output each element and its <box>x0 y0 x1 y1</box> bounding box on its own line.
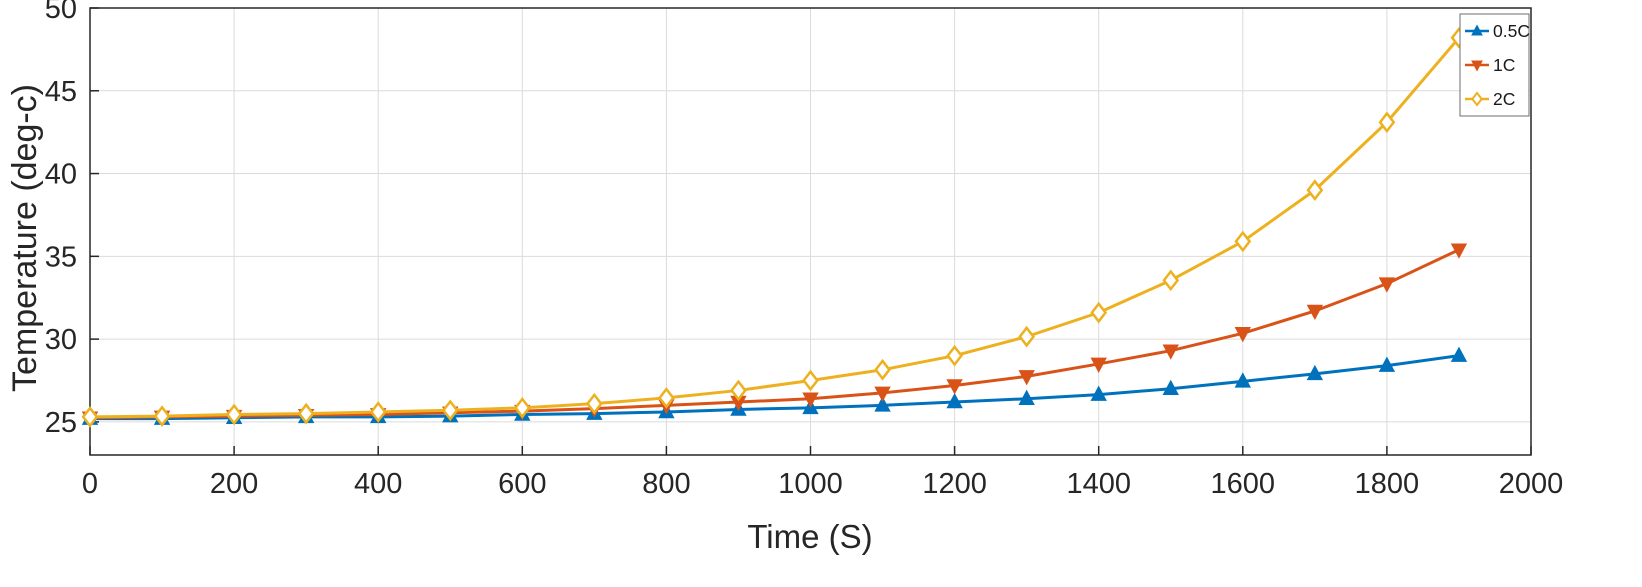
legend-label: 0.5C <box>1493 21 1530 41</box>
svg-text:30: 30 <box>45 324 77 356</box>
y-axis-label: Temperature (deg-c) <box>6 84 44 392</box>
legend-entry-2C: 2C <box>1465 89 1515 109</box>
legend: 0.5C 1C 2C <box>1459 13 1530 117</box>
svg-text:600: 600 <box>498 468 546 500</box>
marker-diamond <box>585 392 603 415</box>
y-tick-labels: 25 30 35 40 45 50 <box>45 0 77 439</box>
marker-diamond <box>1306 179 1324 201</box>
marker-diamond <box>513 396 531 419</box>
marker-triangle-down <box>1234 327 1251 343</box>
marker-diamond <box>1234 230 1252 253</box>
marker-diamond <box>441 399 459 422</box>
marker-diamond <box>946 344 963 367</box>
marker-triangle-down <box>946 379 963 395</box>
svg-text:1200: 1200 <box>922 468 987 500</box>
svg-text:800: 800 <box>642 468 690 500</box>
svg-text:200: 200 <box>210 468 258 500</box>
marker-triangle-up <box>874 396 891 412</box>
marker-diamond <box>297 402 315 425</box>
marker-diamond <box>1090 301 1108 324</box>
marker-triangle-up <box>1378 356 1396 372</box>
marker-diamond <box>1378 111 1396 134</box>
legend-entry-0.5C: 0.5C <box>1465 21 1530 41</box>
svg-text:1400: 1400 <box>1066 468 1131 500</box>
marker-triangle-down <box>1018 370 1035 386</box>
marker-triangle-down <box>874 386 891 402</box>
x-tick-labels: 0 200 400 600 800 1000 1200 1400 1600 1800 2000 <box>82 468 1563 500</box>
marker-triangle-down <box>1450 243 1468 259</box>
svg-text:0: 0 <box>82 468 98 500</box>
legend-marker-diamond <box>1471 91 1483 107</box>
svg-text:40: 40 <box>45 159 77 191</box>
marker-diamond <box>81 406 99 428</box>
marker-triangle-up <box>1306 364 1324 381</box>
marker-diamond <box>225 403 243 426</box>
marker-triangle-up <box>1090 385 1107 401</box>
svg-text:400: 400 <box>354 468 402 500</box>
legend-entry-1C: 1C <box>1465 55 1515 75</box>
axis-ticks <box>89 7 1532 455</box>
marker-triangle-down <box>802 392 819 408</box>
marker-triangle-up <box>1234 372 1251 388</box>
svg-text:2000: 2000 <box>1499 468 1564 500</box>
svg-text:50: 50 <box>45 0 77 25</box>
marker-triangle-up <box>1450 346 1468 362</box>
marker-diamond <box>874 358 891 381</box>
legend-marker-triangle-up <box>1471 24 1483 36</box>
marker-triangle-up <box>1162 379 1179 396</box>
svg-text:1800: 1800 <box>1355 468 1420 500</box>
marker-triangle-up <box>946 392 963 409</box>
marker-diamond <box>153 405 171 427</box>
svg-text:45: 45 <box>45 76 77 108</box>
marker-diamond <box>802 369 819 392</box>
marker-triangle-down <box>1306 304 1324 321</box>
marker-diamond <box>369 401 387 423</box>
svg-text:35: 35 <box>45 241 77 273</box>
marker-diamond <box>658 387 675 409</box>
marker-diamond <box>1162 269 1180 292</box>
legend-label: 1C <box>1493 55 1515 75</box>
marker-triangle-down <box>1090 357 1107 374</box>
marker-triangle-down <box>1378 277 1396 293</box>
x-axis-label: Time (S) <box>747 518 872 555</box>
marker-diamond <box>730 379 747 402</box>
legend-label: 2C <box>1493 89 1515 109</box>
marker-triangle-up <box>1018 389 1035 405</box>
svg-text:1000: 1000 <box>778 468 843 500</box>
marker-triangle-down <box>1162 344 1179 360</box>
legend-marker-triangle-down <box>1471 60 1483 72</box>
svg-text:25: 25 <box>45 407 77 439</box>
svg-text:1600: 1600 <box>1211 468 1276 500</box>
marker-diamond <box>1018 325 1036 348</box>
